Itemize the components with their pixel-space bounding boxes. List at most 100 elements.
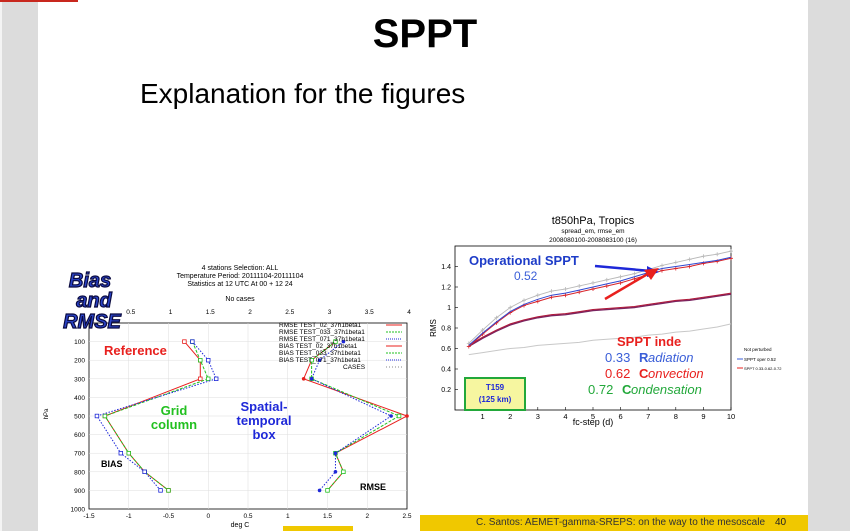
right-series-point [632,276,637,281]
convection-value: 0.62 [605,366,630,381]
right-x-tick-label: 8 [674,412,678,421]
right-x-tick-label: 2 [508,412,512,421]
right-series-point [729,256,733,261]
right-series-point [673,260,678,265]
y-tick-label: 200 [74,358,85,365]
right-series-point [577,283,582,288]
right-series-point [604,277,609,282]
right-series-point [591,287,595,292]
right-series-point [604,283,609,288]
left-series-point [396,413,402,419]
right-series-point [660,268,664,273]
right-series-point [549,295,554,300]
footer-accent-left [283,526,353,531]
y-tick-label: 900 [74,488,85,495]
y-tick-label: 600 [74,432,85,439]
legend-entry-rmse-033: RMSE TEST_033_37h1beta1 [279,329,365,336]
y-tick-label: 300 [74,376,85,383]
operational-sppt-value: 0.52 [514,269,538,283]
right-series-line [468,292,732,346]
left-series-point [325,488,330,493]
left-series-point [126,450,131,456]
legend-entry-cases: CASES [343,364,366,371]
left-series-point [118,450,123,456]
right-chart-subtitle-2: 2008080100-2008083100 (16) [549,237,637,244]
right-y-tick-label: 0.4 [441,367,451,374]
y-tick-label: 1000 [71,507,86,514]
right-series-point [591,280,595,285]
right-legend-new: SPPT 0.33-0.62-0.72 [744,366,782,371]
left-series-point [198,358,203,363]
right-chart-subtitle-1: spread_em, rmse_em [561,228,624,235]
condensation-value: 0.72 [588,382,613,397]
bottom-tick-label: 1 [286,513,290,520]
right-series-point [577,290,582,295]
red-arrow-shaft [604,270,652,301]
convection-rest: onvection [648,366,704,381]
right-series-line [468,323,732,356]
right-y-ticks: 0.2 0.4 0.6 0.8 1 1.2 1.4 [441,264,458,394]
y-axis-ticks: 100 200 300 400 500 600 700 800 900 1000 [71,339,86,513]
footer-text: C. Santos: AEMET-gamma-SREPS: on the way… [476,517,766,528]
radiation-rest: adiation [648,350,694,365]
right-series-point [715,252,720,257]
left-series-point [206,376,211,381]
right-x-tick-label: 1 [481,412,485,421]
stamp-rmse: RMSE [63,311,121,333]
right-series-point [535,293,540,298]
right-series-point [549,289,554,294]
left-series-point [309,358,314,363]
right-series-point [535,299,540,304]
right-legend: Not perturbed SPPT oper 0.52 SPPT 0.33-0… [737,347,782,371]
right-x-tick-label: 4 [563,412,567,421]
right-series-point [508,305,513,310]
footer-bar [420,515,808,531]
top-tick-label: 0.5 [126,309,135,316]
y-tick-label: 500 [74,414,85,421]
right-x-tick-label: 7 [646,412,650,421]
left-series-point [142,469,147,474]
top-axis-title: No cases [225,296,255,303]
x-axis-label: deg C [231,522,250,529]
spatial-annotation-line-2: temporal [237,413,292,428]
right-series-point [701,254,706,259]
left-series-point [301,377,306,381]
left-series-point [333,339,338,344]
right-series-point [687,264,692,269]
right-x-tick-label: 10 [727,412,735,421]
right-series-point [729,249,733,254]
sppt-inde-label: SPPT inde [617,334,681,349]
legend-entry-rmse-02: RMSE TEST_02_37h1beta1 [279,322,362,329]
left-header-line-2: Temperature Period: 20111104-20111104 [177,273,304,280]
spatial-annotation-line-3: box [252,427,276,442]
right-series-line [468,256,732,346]
right-legend-oper: SPPT oper 0.52 [744,357,776,362]
right-y-tick-label: 1.4 [441,264,451,271]
legend-entry-rmse-071: RMSE TEST_071_37h1beta1 [279,336,365,343]
right-x-tick-label: 3 [536,412,540,421]
grid-annotation-line-1: Grid [161,403,188,418]
right-rms-figure: t850hPa, Tropics spread_em, rmse_em 2008… [425,210,808,432]
bottom-tick-label: 0.5 [243,513,252,520]
left-series-point [182,339,187,344]
left-series-point [213,376,219,381]
slide-subtitle: Explanation for the figures [140,78,466,109]
right-series-point [660,263,664,268]
left-header-line-3: Statistics at 12 UTC At 00 + 12 24 [187,281,292,288]
left-edge-strip [0,0,2,531]
right-y-tick-label: 1.2 [441,285,451,292]
blue-arrow-shaft [594,264,652,273]
t159-box [464,377,526,411]
left-series-point [206,358,211,363]
right-x-tick-label: 6 [619,412,623,421]
left-series-point [198,376,203,381]
right-x-axis-label: fc-step (d) [573,417,614,427]
top-tick-label: 3.5 [365,309,374,316]
left-margin-bar [0,0,38,531]
left-grid [89,323,407,509]
left-series-point [190,339,195,344]
right-x-tick-label: 9 [701,412,705,421]
top-red-accent [0,0,78,2]
radiation-initial: R [639,350,649,365]
stamp-and: and [76,290,112,312]
